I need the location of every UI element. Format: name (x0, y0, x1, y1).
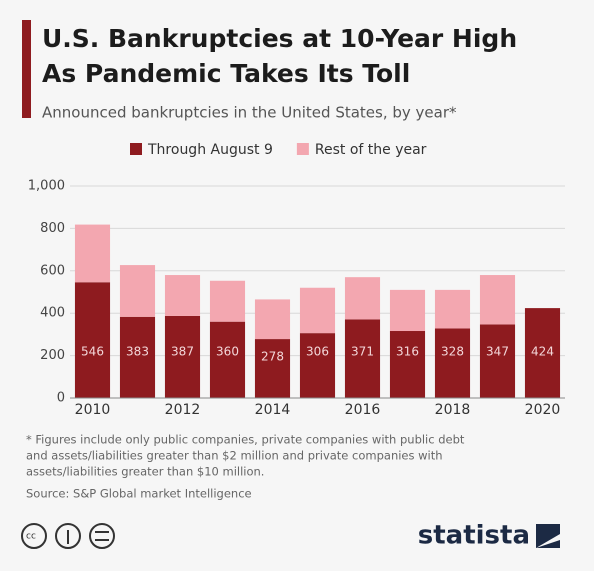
value-label: 424 (531, 345, 554, 359)
legend-swatch (296, 143, 309, 155)
value-label: 278 (261, 350, 284, 364)
value-label: 328 (441, 345, 464, 359)
brand: statista (418, 521, 530, 551)
cc-icons (21, 523, 115, 549)
brand-logo (536, 524, 560, 548)
value-label: 546 (81, 345, 104, 359)
bar-segment (74, 224, 111, 283)
bar-segment (299, 333, 336, 398)
cc-mark: cc (26, 532, 36, 542)
value-label: 306 (306, 345, 329, 359)
bar-segment (299, 287, 336, 334)
value-label: 371 (351, 345, 374, 359)
bar-segment (74, 282, 111, 398)
bar-segment (434, 289, 471, 329)
title-accent (22, 20, 31, 118)
bar-segment (209, 280, 246, 322)
y-tick-label: 400 (40, 306, 65, 321)
bar-segment (209, 321, 246, 398)
bar-segment (344, 319, 381, 398)
footnote: and assets/liabilities greater than $2 m… (26, 449, 443, 463)
source: Source: S&P Global market Intelligence (26, 487, 252, 501)
bar-segment (479, 275, 516, 325)
bar-segment (119, 265, 156, 317)
x-tick-label: 2010 (75, 402, 111, 418)
bar-segment (164, 275, 201, 316)
legend-label: Rest of the year (315, 142, 427, 158)
chart-title: U.S. Bankruptcies at 10-Year High (42, 24, 517, 53)
bar-segment (254, 299, 291, 340)
x-tick-label: 2012 (165, 402, 201, 418)
value-label: 347 (486, 345, 509, 359)
chart-subtitle: Announced bankruptcies in the United Sta… (42, 104, 457, 122)
bar-segment (254, 339, 291, 398)
footnote: * Figures include only public companies,… (26, 433, 465, 447)
legend-swatch (130, 143, 142, 155)
value-label: 360 (216, 345, 239, 359)
y-tick-label: 0 (57, 391, 65, 406)
x-tick-label: 2018 (435, 402, 471, 418)
bar-segment (119, 316, 156, 398)
bar-segment (524, 308, 561, 398)
y-tick-label: 600 (40, 263, 65, 278)
x-tick-label: 2014 (255, 402, 291, 418)
chart-title: As Pandemic Takes Its Toll (42, 59, 410, 88)
value-label: 387 (171, 345, 194, 359)
y-tick-label: 800 (40, 221, 65, 236)
y-tick-label: 1,000 (28, 179, 65, 194)
x-tick-label: 2020 (525, 402, 561, 418)
value-label: 316 (396, 345, 419, 359)
bar-segment (434, 328, 471, 398)
x-tick-label: 2016 (345, 402, 381, 418)
value-label: 383 (126, 345, 149, 359)
bar-segment (389, 331, 426, 398)
bar-segment (479, 324, 516, 398)
footnote: assets/liabilities greater than $10 mill… (26, 465, 264, 479)
y-tick-label: 200 (40, 348, 65, 363)
bar-segment (389, 289, 426, 332)
legend-label: Through August 9 (147, 142, 273, 158)
bar-segment (164, 315, 201, 398)
bar-segment (344, 277, 381, 320)
